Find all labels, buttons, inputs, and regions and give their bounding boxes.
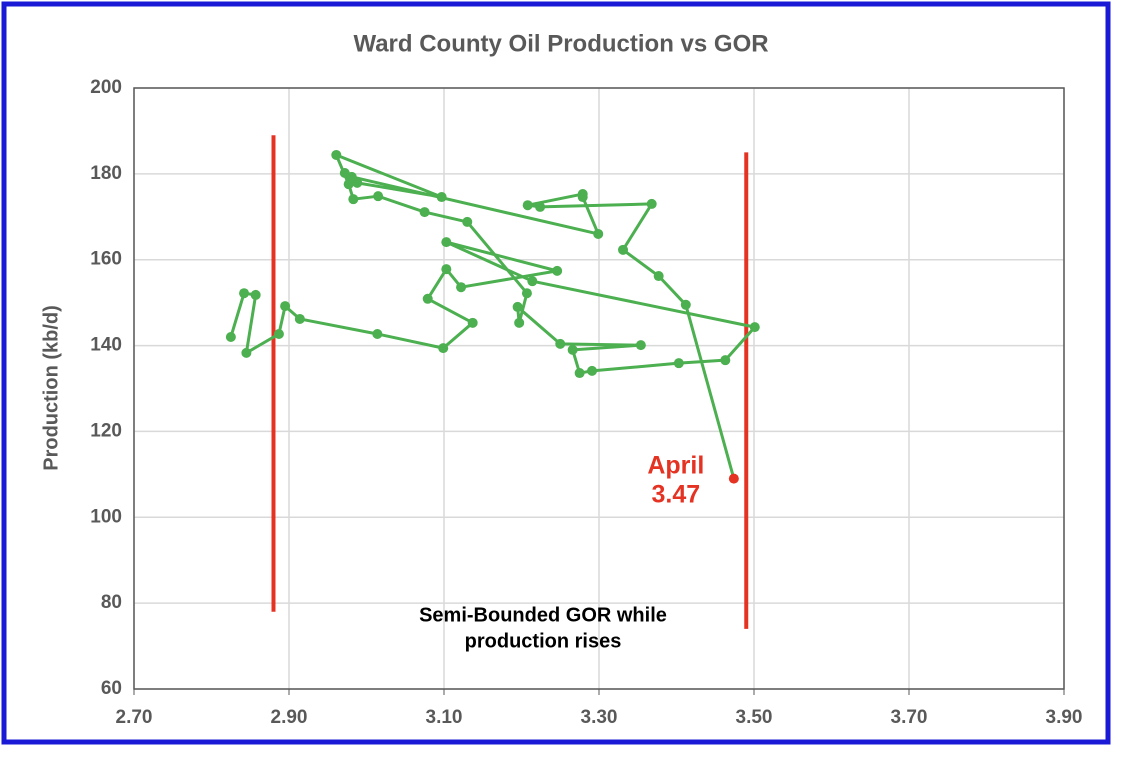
data-point [441, 237, 452, 248]
data-point [331, 149, 342, 160]
data-point [467, 317, 478, 328]
data-point [250, 289, 261, 300]
data-point [587, 365, 598, 376]
x-tick-label: 2.90 [271, 707, 308, 728]
data-point [422, 293, 433, 304]
data-point [552, 265, 563, 276]
data-point [372, 328, 383, 339]
data-point [462, 216, 473, 227]
data-point [346, 171, 357, 182]
annotation: Semi-Bounded GOR while [419, 604, 667, 626]
data-point [225, 331, 236, 342]
data-point [514, 317, 525, 328]
data-point [273, 328, 284, 339]
data-point [348, 194, 359, 205]
data-point [673, 358, 684, 369]
y-tick-label: 160 [90, 249, 122, 270]
data-point [593, 228, 604, 239]
data-point [436, 192, 447, 203]
x-tick-label: 3.70 [891, 707, 928, 728]
data-point [728, 473, 739, 484]
data-point [239, 288, 250, 299]
annotation: production rises [465, 630, 622, 652]
y-tick-label: 140 [90, 335, 122, 356]
data-point [280, 301, 291, 312]
x-tick-label: 2.70 [116, 707, 153, 728]
data-point [373, 191, 384, 202]
y-axis-label: Production (kb/d) [40, 305, 62, 471]
data-point [653, 271, 664, 282]
y-tick-label: 80 [101, 592, 122, 613]
y-tick-label: 200 [90, 77, 122, 98]
data-point [535, 201, 546, 212]
data-point [749, 322, 760, 333]
annotation: 3.47 [652, 480, 701, 508]
y-tick-label: 100 [90, 506, 122, 527]
data-point [294, 313, 305, 324]
y-tick-label: 60 [101, 678, 122, 699]
plot-border [133, 87, 1065, 690]
data-point [419, 207, 430, 218]
data-point [635, 340, 646, 351]
data-point [646, 198, 657, 209]
data-point [456, 282, 467, 293]
data-point [680, 299, 691, 310]
data-point [720, 355, 731, 366]
data-point [522, 200, 533, 211]
data-point [441, 264, 452, 275]
x-tick-label: 3.30 [581, 707, 618, 728]
data-point [241, 347, 252, 358]
data-point [512, 301, 523, 312]
data-point [438, 343, 449, 354]
annotation: April [647, 451, 704, 479]
data-point [574, 368, 585, 379]
data-point [618, 244, 629, 255]
x-tick-label: 3.90 [1046, 707, 1083, 728]
y-tick-label: 180 [90, 163, 122, 184]
data-point [577, 189, 588, 200]
data-point [567, 344, 578, 355]
x-tick-label: 3.10 [426, 707, 463, 728]
data-point [527, 276, 538, 287]
data-point [555, 338, 566, 349]
chart-title: Ward County Oil Production vs GOR [353, 30, 768, 57]
y-tick-label: 120 [90, 420, 122, 441]
x-tick-label: 3.50 [736, 707, 773, 728]
data-point [521, 288, 532, 299]
frame [1, 1, 1111, 745]
